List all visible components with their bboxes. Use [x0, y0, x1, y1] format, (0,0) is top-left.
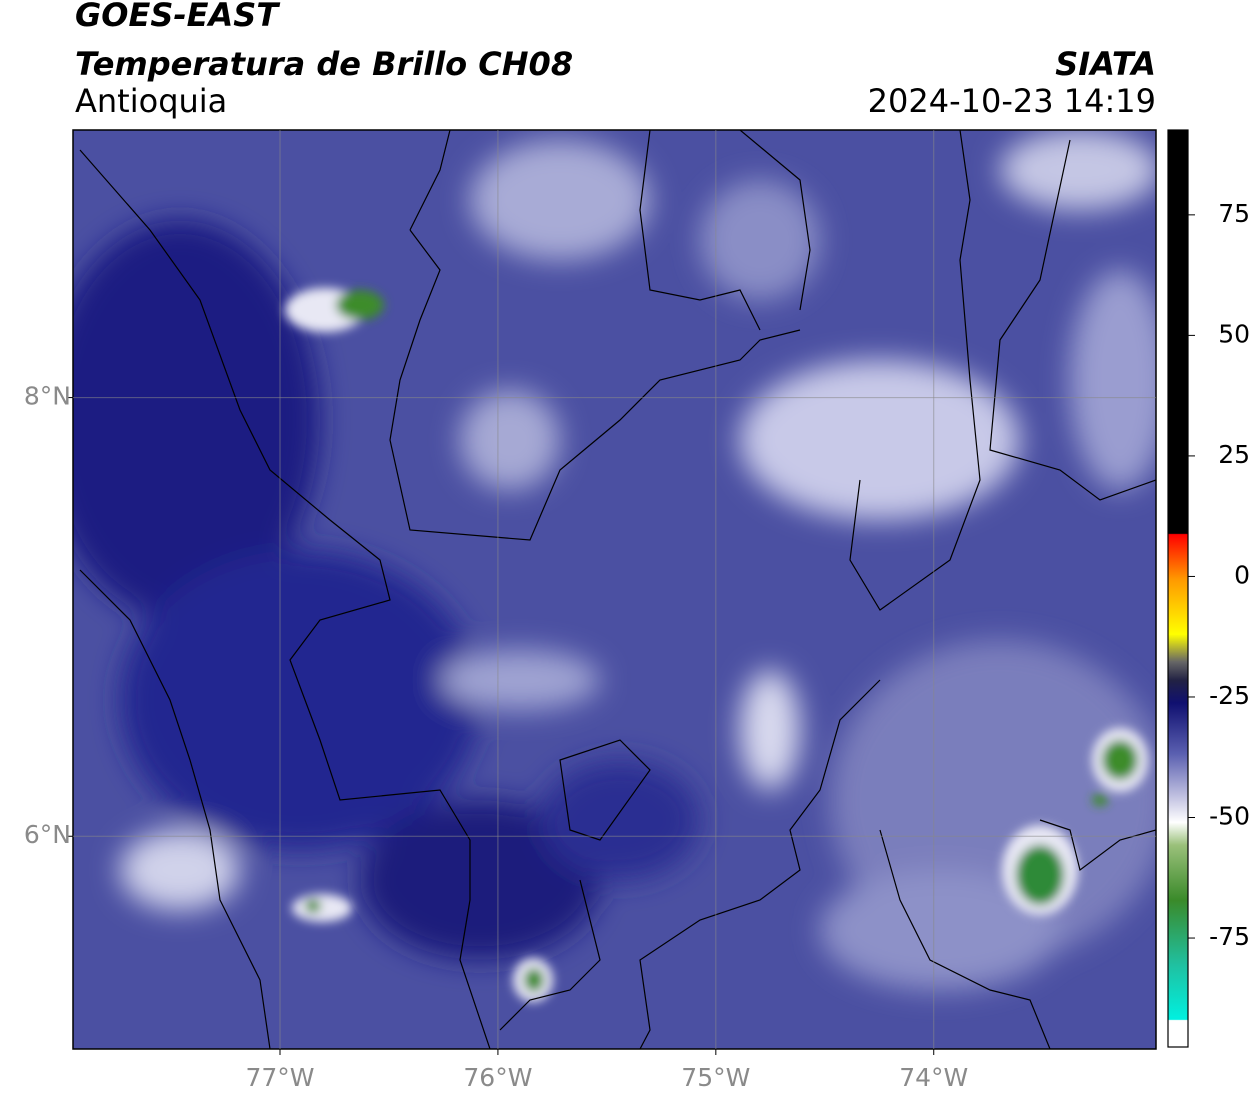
title: GOES-EAST [75, 0, 280, 34]
x-tick-label: 77°W [245, 1063, 314, 1092]
colorbar-label: 0 [1234, 560, 1250, 589]
product: Temperatura de Brillo CH08 [75, 45, 573, 83]
colorbar-label: 75 [1218, 199, 1250, 228]
colorbar-label: -50 [1209, 802, 1250, 831]
colorbar-label: -75 [1209, 922, 1250, 951]
colorbar [1167, 129, 1189, 1048]
colorbar-label: 50 [1218, 319, 1250, 348]
y-tick-label: 6°N [24, 820, 71, 849]
map-frame [72, 129, 1157, 1050]
source: SIATA [1055, 45, 1156, 83]
x-tick-label: 75°W [681, 1063, 750, 1092]
timestamp: 2024-10-23 14:19 [868, 82, 1156, 120]
region: Antioquia [75, 82, 227, 120]
x-tick-label: 76°W [463, 1063, 532, 1092]
colorbar-label: 25 [1218, 440, 1250, 469]
map-image [73, 130, 1156, 1049]
x-tick-label: 74°W [899, 1063, 968, 1092]
y-tick-label: 8°N [24, 382, 71, 411]
colorbar-label: -25 [1209, 681, 1250, 710]
